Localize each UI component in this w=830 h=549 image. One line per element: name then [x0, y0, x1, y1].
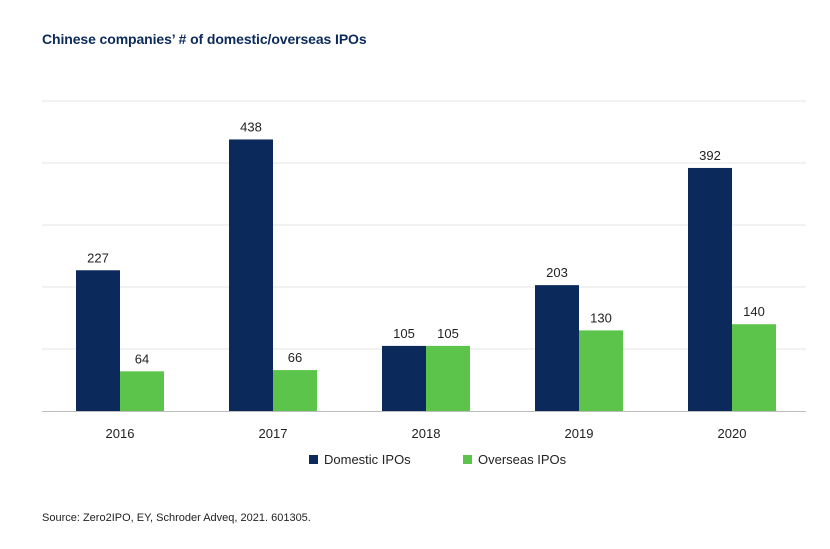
chart-title: Chinese companies’ # of domestic/oversea…: [42, 31, 367, 47]
bar-domestic-2020: [688, 167, 732, 411]
bar-overseas-2019: [579, 330, 623, 411]
data-label: 140: [743, 304, 765, 319]
x-tick-label: 2018: [412, 426, 441, 441]
legend-label-domestic: Domestic IPOs: [324, 452, 411, 467]
data-label: 130: [590, 310, 612, 325]
legend-item-domestic: Domestic IPOs: [309, 452, 411, 467]
bar-overseas-2020: [732, 324, 776, 411]
legend-label-overseas: Overseas IPOs: [478, 452, 567, 467]
data-label: 64: [135, 351, 149, 366]
bar-overseas-2016: [120, 371, 164, 411]
bar-domestic-2017: [229, 139, 273, 411]
x-tick-label: 2017: [259, 426, 288, 441]
data-label: 227: [87, 250, 109, 265]
legend-item-overseas: Overseas IPOs: [463, 452, 566, 467]
legend: Domestic IPOs Overseas IPOs: [0, 452, 830, 472]
bar-overseas-2018: [426, 345, 470, 411]
data-label: 105: [437, 326, 459, 341]
legend-swatch-overseas: [463, 455, 472, 464]
x-tick-label: 2020: [718, 426, 747, 441]
bar-domestic-2016: [76, 270, 120, 411]
legend-swatch-domestic: [309, 455, 318, 464]
bar-domestic-2018: [382, 345, 426, 411]
data-label: 438: [240, 119, 262, 134]
data-label: 203: [546, 265, 568, 280]
source-note: Source: Zero2IPO, EY, Schroder Adveq, 20…: [42, 512, 311, 524]
bar-overseas-2017: [273, 370, 317, 411]
bar-domestic-2019: [535, 285, 579, 411]
data-label: 66: [288, 350, 302, 365]
x-tick-label: 2016: [106, 426, 135, 441]
data-label: 105: [393, 326, 415, 341]
data-label: 392: [699, 148, 721, 163]
x-tick-label: 2019: [565, 426, 594, 441]
